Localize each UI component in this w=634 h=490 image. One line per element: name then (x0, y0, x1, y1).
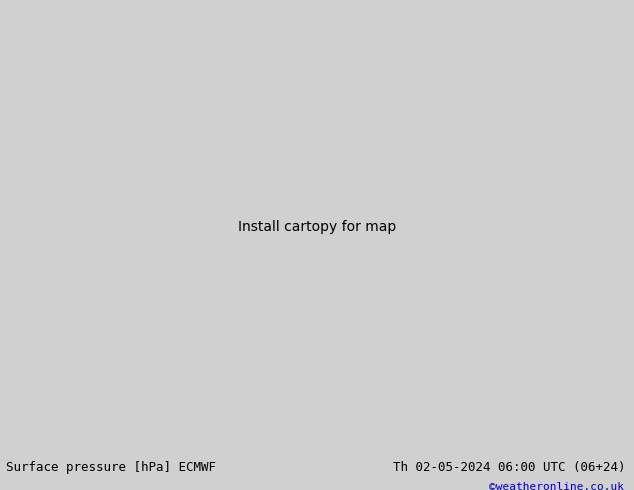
Text: Install cartopy for map: Install cartopy for map (238, 220, 396, 234)
Text: Surface pressure [hPa] ECMWF: Surface pressure [hPa] ECMWF (6, 461, 216, 474)
Text: ©weatheronline.co.uk: ©weatheronline.co.uk (489, 482, 624, 490)
Text: Th 02-05-2024 06:00 UTC (06+24): Th 02-05-2024 06:00 UTC (06+24) (393, 461, 626, 474)
